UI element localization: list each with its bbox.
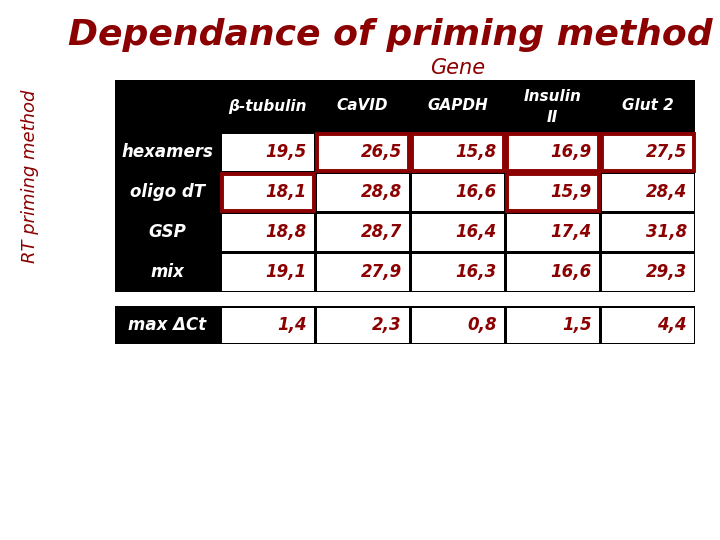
Text: 15,9: 15,9 <box>551 183 592 201</box>
Text: 26,5: 26,5 <box>361 143 402 161</box>
Bar <box>506 173 598 211</box>
Bar <box>506 213 598 251</box>
Bar <box>601 307 693 342</box>
Bar <box>317 253 408 291</box>
Bar <box>601 133 693 171</box>
Bar <box>412 253 503 291</box>
Text: 28,4: 28,4 <box>646 183 687 201</box>
Text: oligo dT: oligo dT <box>130 183 205 201</box>
Text: 2,3: 2,3 <box>372 316 402 334</box>
Bar <box>222 173 313 211</box>
Text: β-tubulin: β-tubulin <box>228 98 307 113</box>
Text: 31,8: 31,8 <box>646 223 687 241</box>
Text: Glut 2: Glut 2 <box>621 98 673 113</box>
Text: 1,5: 1,5 <box>562 316 592 334</box>
Text: 28,7: 28,7 <box>361 223 402 241</box>
Bar <box>601 173 693 211</box>
Bar <box>115 80 695 292</box>
Bar <box>222 173 313 211</box>
Text: GAPDH: GAPDH <box>427 98 488 113</box>
Text: 19,1: 19,1 <box>266 263 307 281</box>
Text: 16,9: 16,9 <box>551 143 592 161</box>
Bar <box>412 213 503 251</box>
Text: Dependance of priming method: Dependance of priming method <box>68 18 712 52</box>
Text: 27,5: 27,5 <box>646 143 687 161</box>
Bar <box>506 133 598 171</box>
Bar <box>506 133 598 171</box>
Text: 28,8: 28,8 <box>361 183 402 201</box>
Text: 29,3: 29,3 <box>646 263 687 281</box>
Bar <box>317 173 408 211</box>
Text: 4,4: 4,4 <box>657 316 687 334</box>
Text: CaVID: CaVID <box>337 98 388 113</box>
Text: II: II <box>547 110 558 125</box>
Bar <box>317 133 408 171</box>
Bar <box>115 306 695 344</box>
Bar <box>601 213 693 251</box>
Text: 16,4: 16,4 <box>456 223 497 241</box>
Text: max ΔCt: max ΔCt <box>128 316 207 334</box>
Bar <box>506 307 598 342</box>
Bar <box>412 307 503 342</box>
Bar <box>601 133 693 171</box>
Text: 15,8: 15,8 <box>456 143 497 161</box>
Text: 18,1: 18,1 <box>266 183 307 201</box>
Bar <box>506 253 598 291</box>
Text: 19,5: 19,5 <box>266 143 307 161</box>
Bar <box>317 133 408 171</box>
Text: mix: mix <box>150 263 184 281</box>
Text: 17,4: 17,4 <box>551 223 592 241</box>
Bar <box>506 173 598 211</box>
Bar <box>601 253 693 291</box>
Bar <box>222 213 313 251</box>
Bar <box>317 307 408 342</box>
Text: GSP: GSP <box>148 223 186 241</box>
Text: 27,9: 27,9 <box>361 263 402 281</box>
Text: hexamers: hexamers <box>122 143 213 161</box>
Bar <box>412 133 503 171</box>
Text: 1,4: 1,4 <box>277 316 307 334</box>
Text: 0,8: 0,8 <box>467 316 497 334</box>
Bar <box>412 133 503 171</box>
Bar <box>317 213 408 251</box>
Text: 16,3: 16,3 <box>456 263 497 281</box>
Bar <box>412 173 503 211</box>
Text: RT priming method: RT priming method <box>21 89 39 262</box>
Text: 18,8: 18,8 <box>266 223 307 241</box>
Text: 16,6: 16,6 <box>551 263 592 281</box>
Text: Insulin: Insulin <box>523 89 582 104</box>
Text: Gene: Gene <box>430 58 485 78</box>
Bar <box>222 307 313 342</box>
Bar <box>222 253 313 291</box>
Bar <box>222 133 313 171</box>
Text: 16,6: 16,6 <box>456 183 497 201</box>
